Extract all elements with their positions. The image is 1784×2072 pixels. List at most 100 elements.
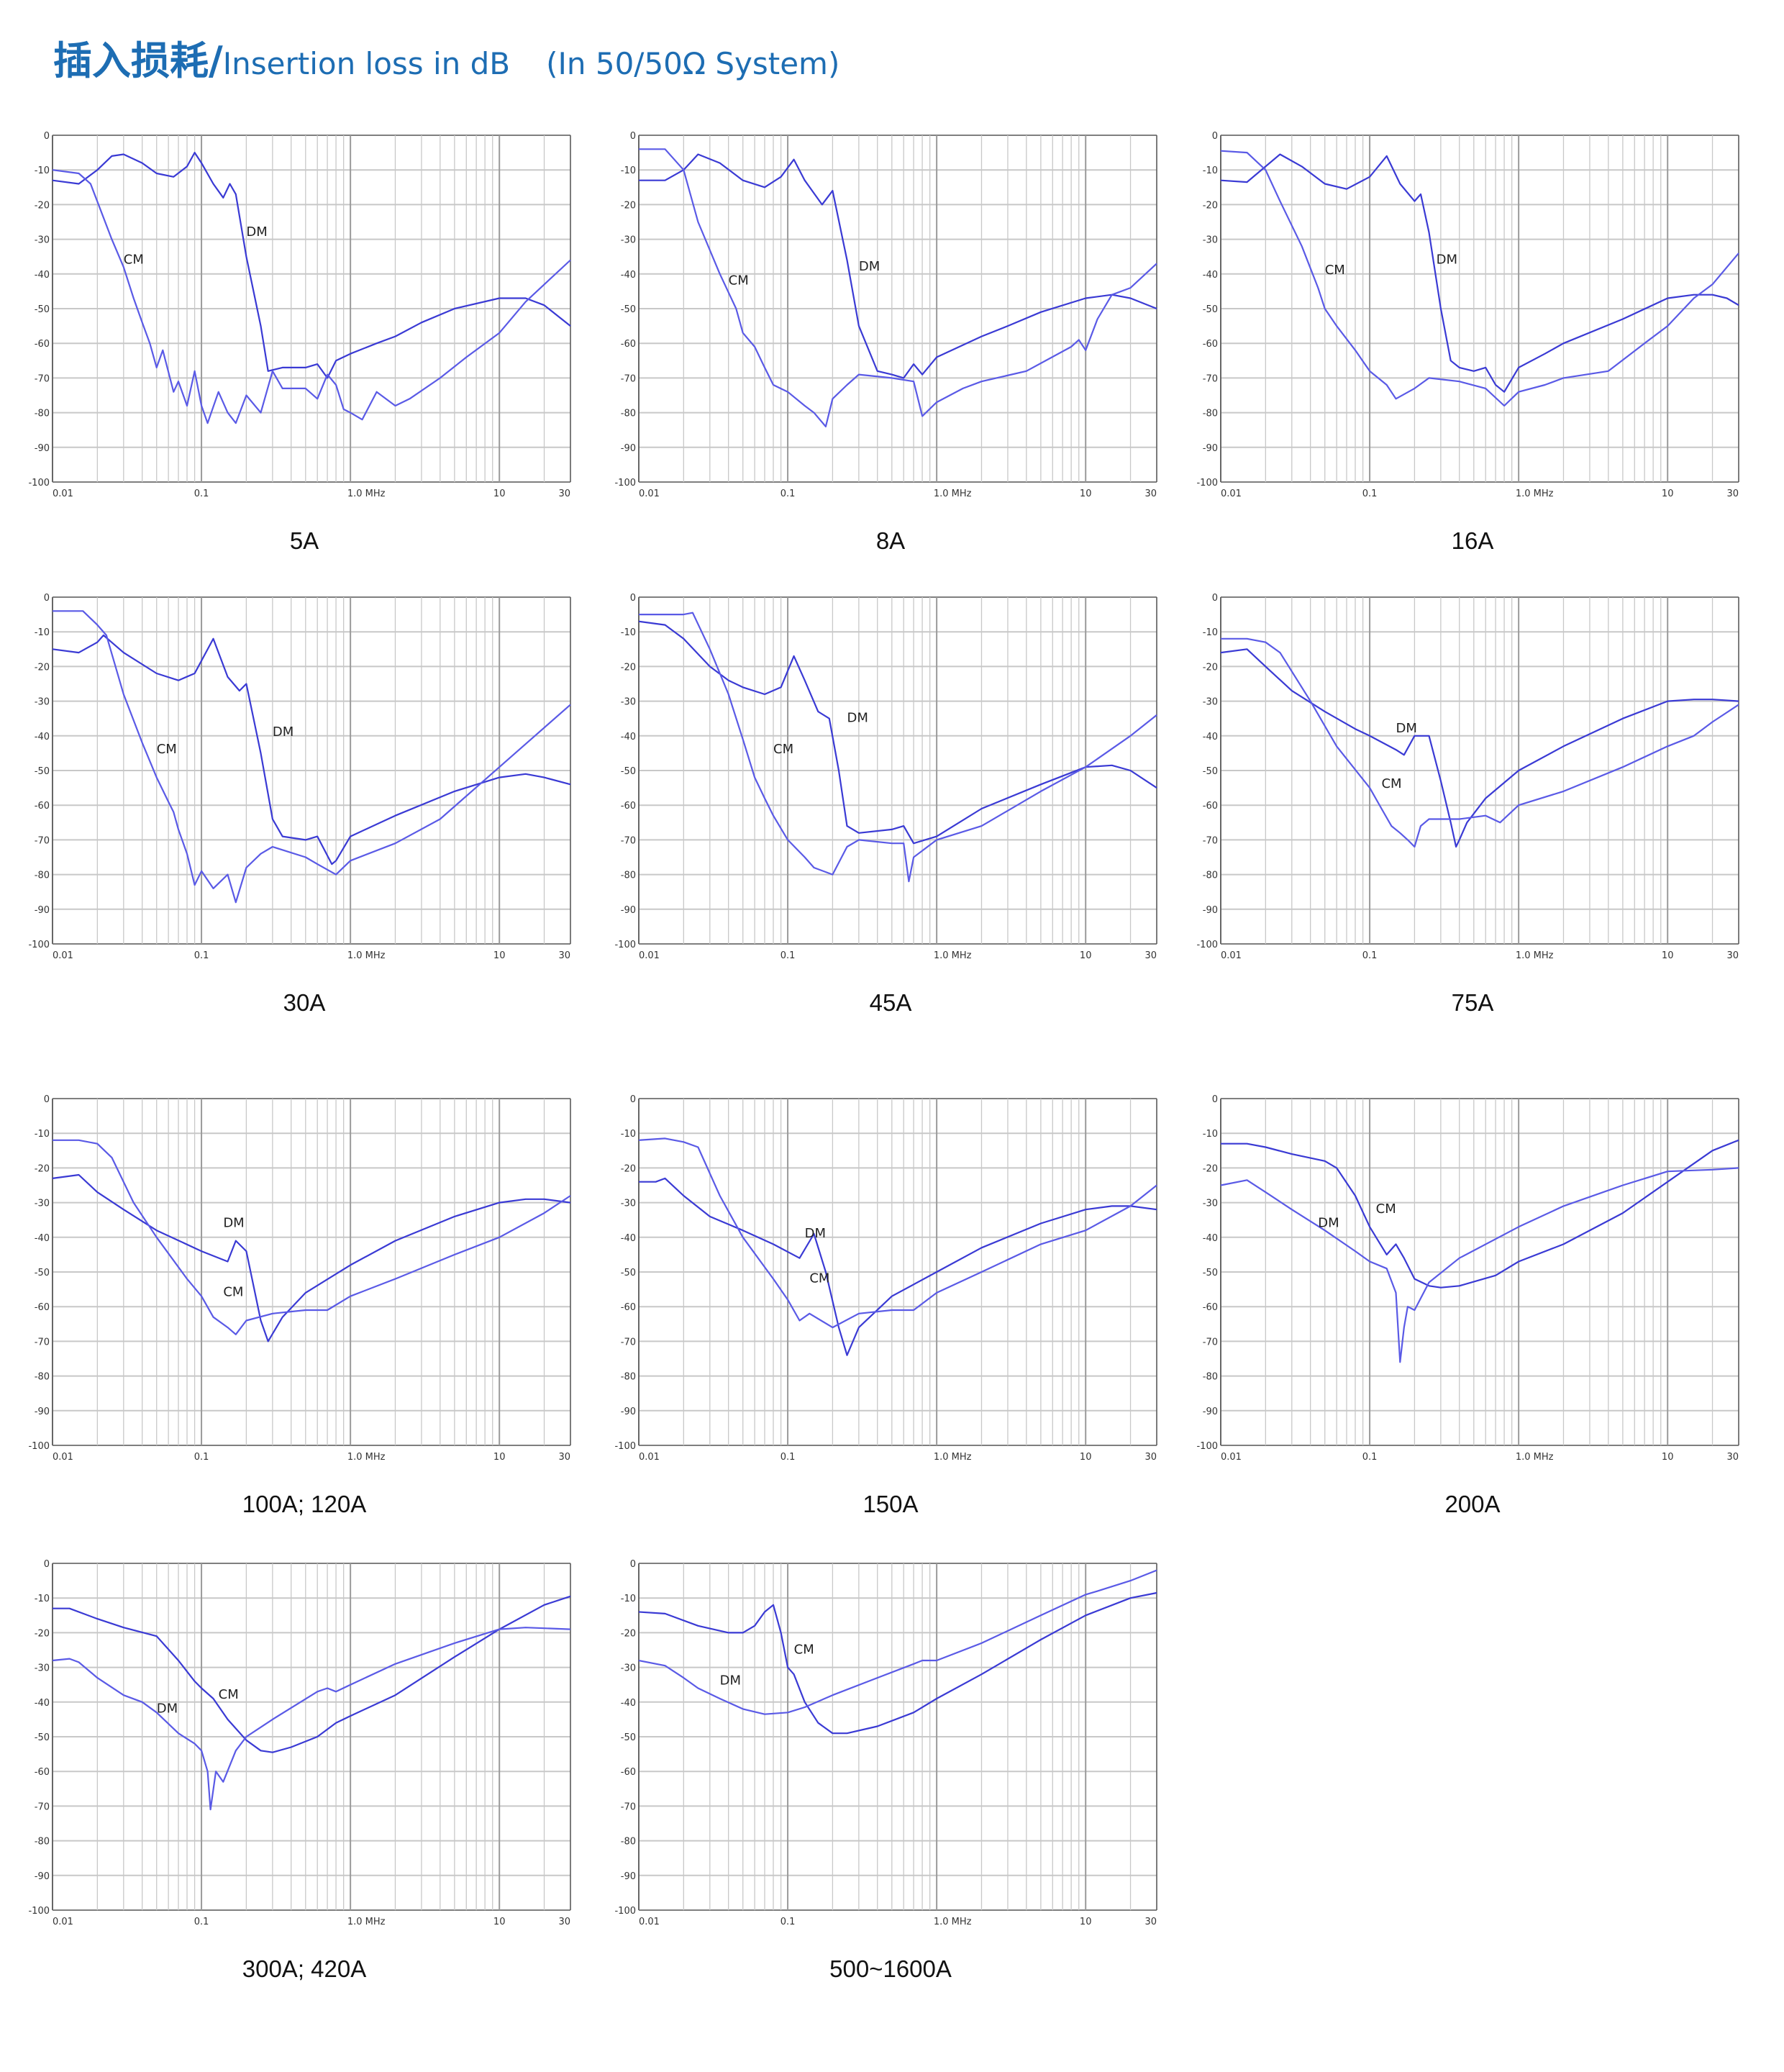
y-tick-label: -70 [1203, 373, 1218, 384]
y-tick-label: -30 [1203, 1199, 1218, 1209]
y-tick-label: -30 [621, 1199, 636, 1209]
chart-caption: 200A [1444, 1491, 1500, 1517]
y-tick-label: -100 [1196, 1441, 1218, 1452]
y-tick-label: -20 [35, 1628, 50, 1639]
chart-caption: 300A; 420A [242, 1955, 366, 1982]
series-dm-line [1220, 1167, 1739, 1363]
y-tick-label: -50 [621, 1732, 636, 1743]
x-tick-label: 10 [1662, 950, 1674, 961]
series-label-cm: CM [729, 273, 749, 288]
y-tick-label: -10 [1203, 165, 1218, 176]
series-label-cm: CM [809, 1271, 829, 1286]
y-tick-label: -90 [35, 1407, 50, 1417]
series-cm-line [1221, 637, 1739, 848]
x-tick-label: 1.0 MHz [934, 1452, 972, 1463]
y-tick-label: -80 [35, 871, 50, 881]
x-tick-label: 0.01 [639, 1452, 660, 1463]
y-tick-label: -40 [621, 1698, 636, 1709]
y-tick-label: -100 [1196, 478, 1218, 489]
y-tick-label: -90 [621, 1407, 636, 1417]
x-tick-label: 10 [1662, 1452, 1674, 1463]
y-tick-label: -20 [35, 1163, 50, 1174]
y-tick-label: -10 [35, 627, 50, 638]
x-tick-label: 0.01 [53, 1452, 73, 1463]
y-tick-label: -50 [1203, 1268, 1218, 1278]
title-system: (In 50/50Ω System) [546, 46, 840, 81]
y-tick-label: -80 [1203, 871, 1218, 881]
grid [1220, 596, 1739, 945]
x-tick-label: 1.0 MHz [347, 1917, 386, 1927]
grid [1220, 135, 1739, 483]
y-tick-label: -70 [621, 1801, 636, 1812]
y-tick-label: -50 [35, 1268, 50, 1278]
y-tick-label: -40 [621, 732, 636, 742]
x-tick-label: 30 [558, 950, 570, 961]
y-tick-label: -10 [1203, 1129, 1218, 1140]
x-tick-label: 30 [1726, 950, 1739, 961]
x-tick-label: 30 [1144, 950, 1157, 961]
y-tick-label: -50 [1203, 766, 1218, 777]
y-tick-label: -30 [35, 697, 50, 708]
y-tick-label: 0 [1212, 131, 1218, 142]
y-tick-label: -40 [1203, 732, 1218, 742]
series-label-dm: DM [847, 711, 868, 726]
y-tick-label: -80 [35, 1837, 50, 1848]
y-tick-label: 0 [44, 593, 50, 604]
y-tick-label: -10 [35, 1129, 50, 1140]
x-tick-label: 30 [558, 1917, 570, 1927]
series-dm-line [1220, 153, 1739, 393]
grid [638, 1098, 1157, 1446]
series-cm-line [639, 148, 1157, 427]
y-tick-label: -10 [35, 165, 50, 176]
x-tick-label: 10 [493, 950, 506, 961]
y-tick-label: 0 [630, 593, 636, 604]
series-label-cm: CM [1325, 263, 1345, 278]
series-label-cm: CM [124, 252, 144, 267]
x-tick-label: 30 [1144, 1452, 1157, 1463]
x-tick-label: 0.01 [639, 950, 660, 961]
y-tick-label: -40 [35, 1233, 50, 1244]
y-tick-label: -20 [1203, 200, 1218, 211]
y-tick-label: -20 [621, 1628, 636, 1639]
y-tick-label: -90 [35, 905, 50, 916]
y-tick-label: -90 [621, 1871, 636, 1882]
chart-caption: 30A [283, 989, 326, 1016]
y-tick-label: -100 [614, 1441, 636, 1452]
y-tick-label: -20 [35, 200, 50, 211]
chart-caption: 100A; 120A [242, 1491, 366, 1517]
grid [52, 135, 571, 483]
x-tick-label: 30 [1726, 489, 1739, 499]
y-tick-label: 0 [1212, 1094, 1218, 1105]
x-tick-label: 10 [493, 1452, 506, 1463]
y-tick-label: -70 [1203, 835, 1218, 846]
x-tick-label: 30 [1144, 489, 1157, 499]
grid [638, 1563, 1157, 1911]
y-tick-label: 0 [630, 131, 636, 142]
series-label-dm: DM [1437, 252, 1457, 267]
page-title: 插入损耗/Insertion loss in dB (In 50/50Ω Syst… [53, 29, 839, 86]
series-label-dm: DM [223, 1215, 244, 1230]
y-tick-label: -40 [35, 1698, 50, 1709]
x-tick-label: 1.0 MHz [1516, 950, 1554, 961]
y-tick-label: -60 [1203, 1302, 1218, 1313]
x-tick-label: 1.0 MHz [347, 489, 386, 499]
x-tick-label: 1.0 MHz [934, 1917, 972, 1927]
grid [52, 596, 571, 945]
y-tick-label: -30 [621, 235, 636, 246]
y-tick-label: -100 [614, 940, 636, 950]
x-tick-label: 0.1 [194, 950, 209, 961]
y-tick-label: -40 [621, 270, 636, 281]
y-tick-label: -70 [621, 373, 636, 384]
y-tick-label: -80 [621, 871, 636, 881]
y-tick-label: -60 [621, 1767, 636, 1778]
series-label-dm: DM [720, 1673, 741, 1689]
y-tick-label: -30 [1203, 235, 1218, 246]
x-tick-label: 10 [1662, 489, 1674, 499]
series-dm-line [638, 1569, 1157, 1715]
title-english: Insertion loss in dB [222, 46, 511, 81]
